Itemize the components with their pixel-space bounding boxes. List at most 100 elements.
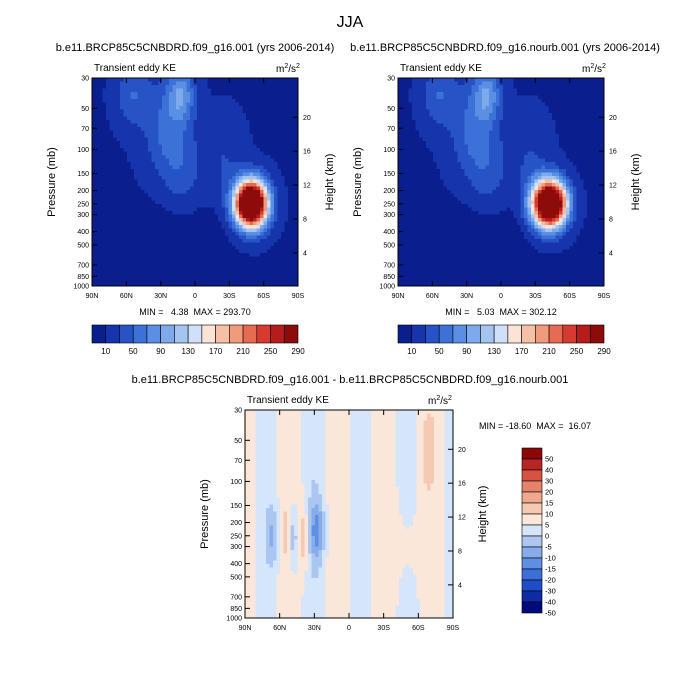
- field-cell: [499, 102, 504, 107]
- field-cell: [190, 78, 195, 83]
- field-cell: [534, 190, 539, 195]
- field-cell: [190, 92, 195, 97]
- field-cell: [267, 197, 272, 202]
- field-cell: [297, 525, 302, 530]
- field-cell: [263, 225, 268, 230]
- field-cell: [169, 186, 191, 191]
- field-cell: [325, 557, 351, 562]
- y-tick-label: 30: [81, 76, 89, 83]
- field-cell: [322, 536, 327, 541]
- field-cell: [325, 511, 330, 516]
- field-cell: [322, 522, 327, 527]
- field-cell: [318, 532, 323, 537]
- field-cell: [527, 211, 532, 216]
- field-cell: [255, 588, 278, 593]
- field-cell: [290, 536, 299, 541]
- field-cell: [245, 616, 257, 618]
- field-cell: [246, 235, 258, 240]
- field-cell: [325, 602, 351, 607]
- field-cell: [395, 424, 418, 429]
- colorbar-label: 170: [515, 347, 529, 356]
- field-cell: [301, 532, 306, 537]
- field-cell: [524, 214, 529, 219]
- field-cell: [398, 176, 441, 181]
- colorbar-label: -30: [545, 587, 556, 596]
- field-cell: [284, 179, 298, 184]
- field-cell: [371, 557, 446, 562]
- field-cell: [197, 88, 212, 93]
- field-cell: [559, 165, 578, 170]
- colorbar-box: [521, 469, 543, 482]
- field-cell: [555, 232, 564, 237]
- field-cell: [276, 452, 302, 457]
- field-cell: [322, 494, 327, 499]
- field-cell: [214, 211, 226, 216]
- y-tick-label: 100: [230, 479, 242, 486]
- field-cell: [499, 78, 515, 83]
- field-cell: [225, 228, 233, 233]
- y2-tick-label: 12: [303, 183, 311, 190]
- field-cell: [308, 515, 313, 520]
- field-cell: [562, 183, 567, 188]
- field-cell: [245, 599, 257, 604]
- field-cell: [325, 613, 351, 618]
- field-cell: [350, 497, 372, 502]
- field-cell: [297, 539, 302, 544]
- field-cell: [269, 504, 274, 509]
- field-cell: [242, 109, 298, 114]
- colorbar-label: 290: [291, 347, 305, 356]
- field-cell: [398, 267, 604, 272]
- field-cell: [350, 501, 372, 506]
- field-cell: [255, 480, 278, 485]
- field-cell: [245, 480, 257, 485]
- field-cell: [580, 172, 604, 177]
- field-cell: [280, 518, 285, 523]
- panel-1-ylabel: Pressure (mb): [46, 147, 58, 217]
- field-cell: [399, 595, 418, 600]
- field-cell: [92, 116, 107, 121]
- field-cell: [239, 221, 244, 226]
- field-cell: [155, 165, 174, 170]
- field-cell: [444, 525, 453, 530]
- field-cell: [503, 141, 560, 146]
- field-cell: [527, 214, 532, 219]
- field-cell: [186, 81, 191, 86]
- field-cell: [398, 78, 413, 83]
- colorbar-label: 40: [545, 466, 553, 475]
- field-cell: [120, 92, 132, 97]
- field-cell: [270, 207, 275, 212]
- field-cell: [444, 599, 453, 604]
- field-cell: [534, 228, 539, 233]
- field-cell: [246, 221, 251, 226]
- field-cell: [569, 214, 574, 219]
- field-cell: [329, 515, 351, 520]
- field-cell: [447, 186, 476, 191]
- field-cell: [193, 120, 251, 125]
- field-cell: [325, 476, 351, 481]
- field-cell: [245, 473, 257, 478]
- field-cell: [398, 92, 410, 97]
- field-cell: [322, 508, 330, 513]
- field-cell: [283, 522, 288, 527]
- field-cell: [228, 214, 233, 219]
- y-tick-label: 250: [77, 201, 89, 208]
- field-cell: [239, 176, 244, 181]
- y-tick-label: 700: [383, 262, 395, 269]
- field-cell: [297, 567, 309, 572]
- field-cell: [531, 211, 536, 216]
- field-cell: [350, 609, 372, 614]
- field-cell: [284, 228, 298, 233]
- field-cell: [280, 504, 292, 509]
- field-cell: [478, 211, 501, 216]
- field-cell: [235, 211, 240, 216]
- field-cell: [294, 529, 299, 534]
- field-cell: [270, 186, 275, 191]
- field-cell: [510, 207, 522, 212]
- field-cell: [255, 532, 267, 537]
- field-cell: [457, 197, 522, 202]
- field-cell: [444, 564, 453, 569]
- field-cell: [311, 557, 323, 562]
- field-cell: [398, 277, 604, 282]
- field-cell: [576, 169, 604, 174]
- field-cell: [524, 197, 529, 202]
